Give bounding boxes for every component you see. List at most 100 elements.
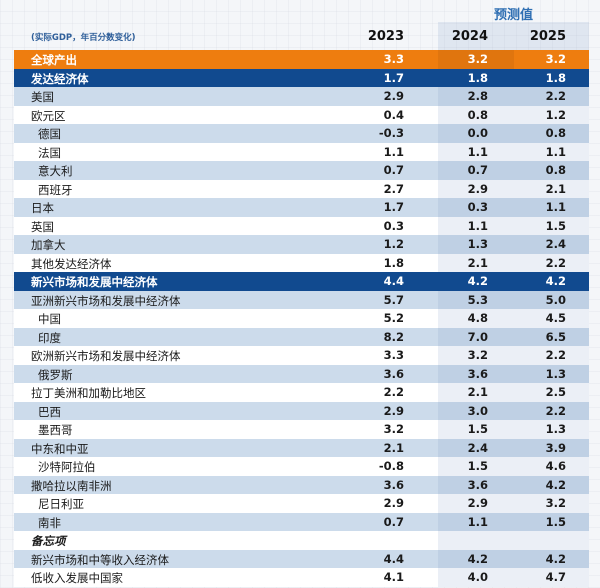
row-label: 低收入发展中国家 [31, 571, 123, 585]
row-label: 亚洲新兴市场和发展中经济体 [31, 293, 181, 308]
table-row: 加拿大 1.2 1.3 2.4 [14, 235, 589, 254]
value-2023: 0.7 [383, 163, 404, 177]
value-2023: 1.2 [383, 237, 404, 251]
value-2024: 3.0 [467, 403, 488, 418]
row-label: 英国 [31, 219, 54, 234]
value-2024: 0.3 [467, 200, 488, 214]
value-2025: 2.2 [545, 255, 566, 270]
forecast-cell-shade [438, 475, 589, 494]
row-label: 俄罗斯 [38, 367, 73, 382]
forecast-cell-shade [438, 531, 589, 550]
table-row: 撒哈拉以南非洲 3.6 3.6 4.2 [14, 475, 589, 494]
value-2025: 2.5 [545, 385, 566, 399]
forecast-cell-shade [438, 364, 589, 383]
value-2023: 3.3 [383, 52, 404, 66]
value-2023: 2.9 [383, 403, 404, 418]
value-2025: 4.2 [545, 274, 566, 288]
value-2025: 6.5 [545, 329, 566, 344]
forecast-cell-shade [438, 50, 514, 69]
table-row: 日本 1.7 0.3 1.1 [14, 198, 589, 217]
value-2024: 0.8 [467, 107, 488, 122]
forecast-cell-shade [438, 161, 589, 180]
year-header-2023: 2023 [367, 29, 404, 44]
table-row: 南非 0.7 1.1 1.5 [14, 512, 589, 531]
row-label: 美国 [31, 90, 54, 104]
table-row: 沙特阿拉伯 -0.8 1.5 4.6 [14, 457, 589, 476]
forecast-label: 预测值 [493, 8, 533, 23]
row-label: 墨西哥 [38, 423, 73, 437]
value-2023: 2.9 [383, 89, 404, 103]
forecast-cell-shade [438, 253, 589, 272]
value-2025: 2.2 [545, 89, 566, 103]
value-2023: 3.2 [383, 422, 404, 436]
row-label: 全球产出 [31, 53, 77, 67]
year-header-2025: 2025 [529, 29, 566, 44]
forecast-cell-shade [438, 383, 589, 402]
row-label: 备忘项 [31, 534, 66, 548]
forecast-cell-shade [438, 401, 589, 420]
table-row: 中东和中亚 2.1 2.4 3.9 [14, 438, 589, 457]
value-2025: 2.2 [545, 403, 566, 418]
row-label: 撒哈拉以南非洲 [31, 478, 112, 493]
value-2023: 2.9 [383, 496, 404, 510]
row-label: 德国 [38, 127, 61, 141]
table-row: 巴西 2.9 3.0 2.2 [14, 401, 589, 420]
value-2025: 0.8 [545, 126, 566, 140]
row-label: 南非 [38, 515, 61, 530]
table-row: 其他发达经济体 1.8 2.1 2.2 [14, 253, 589, 272]
row-label: 发达经济体 [31, 71, 89, 86]
table-row: 俄罗斯 3.6 3.6 1.3 [14, 364, 589, 383]
table-row: 法国 1.1 1.1 1.1 [14, 142, 589, 161]
year-header-2024: 2024 [451, 29, 488, 44]
value-2025: 4.7 [545, 570, 566, 584]
forecast-cell-shade [438, 198, 589, 217]
row-label: 其他发达经济体 [31, 256, 112, 271]
row-label: 日本 [31, 201, 54, 215]
row-label: 西班牙 [38, 182, 73, 197]
value-2024: 1.5 [467, 422, 488, 436]
forecast-cell-shade [438, 346, 589, 365]
row-label: 拉丁美洲和加勒比地区 [31, 386, 146, 400]
forecast-cell-shade [438, 494, 589, 513]
row-label: 巴西 [38, 404, 61, 419]
value-2023: 5.7 [383, 292, 404, 307]
value-2023: 0.4 [383, 107, 404, 122]
row-label: 欧洲新兴市场和发展中经济体 [31, 349, 181, 363]
unit-label: (实际GDP，年百分数变化) [31, 33, 136, 43]
value-2025: 2.4 [545, 237, 566, 251]
value-2024: 3.2 [467, 52, 488, 66]
row-label: 中东和中亚 [31, 441, 89, 456]
value-2024: 2.4 [467, 440, 488, 455]
table-row: 印度 8.2 7.0 6.5 [14, 327, 589, 346]
value-2025: 2.2 [545, 348, 566, 362]
value-2023: 8.2 [383, 329, 404, 344]
forecast-cell-shade [438, 549, 589, 568]
value-2024: 2.9 [467, 496, 488, 510]
value-2023: -0.3 [378, 126, 404, 140]
value-2025: 1.5 [545, 514, 566, 529]
value-2024: 1.8 [467, 70, 488, 85]
forecast-cell-shade [438, 105, 589, 124]
value-2025: 4.2 [545, 477, 566, 492]
value-2023: 4.4 [383, 551, 404, 566]
value-2024: 3.6 [467, 477, 488, 492]
table-row: 中国 5.2 4.8 4.5 [14, 309, 589, 328]
table-row: 全球产出 3.3 3.2 3.2 [14, 50, 589, 69]
value-2024: 3.6 [467, 366, 488, 381]
forecast-cell-shade [438, 438, 589, 457]
value-2024: 1.5 [467, 459, 488, 473]
value-2024: 2.8 [467, 89, 488, 103]
forecast-cell-shade [438, 290, 589, 309]
value-2023: 1.7 [383, 200, 404, 214]
value-2023: 0.3 [383, 218, 404, 233]
forecast-cell-shade [438, 87, 589, 106]
row-label: 中国 [38, 312, 61, 326]
value-2023: 3.6 [383, 366, 404, 381]
value-2025: 4.2 [545, 551, 566, 566]
table-row: 尼日利亚 2.9 2.9 3.2 [14, 494, 589, 513]
value-2025: 4.5 [545, 311, 566, 325]
forecast-cell-shade [438, 420, 589, 439]
row-label: 欧元区 [31, 108, 66, 123]
value-2023: 4.1 [383, 570, 404, 584]
table-row: 低收入发展中国家 4.1 4.0 4.7 [14, 568, 589, 587]
